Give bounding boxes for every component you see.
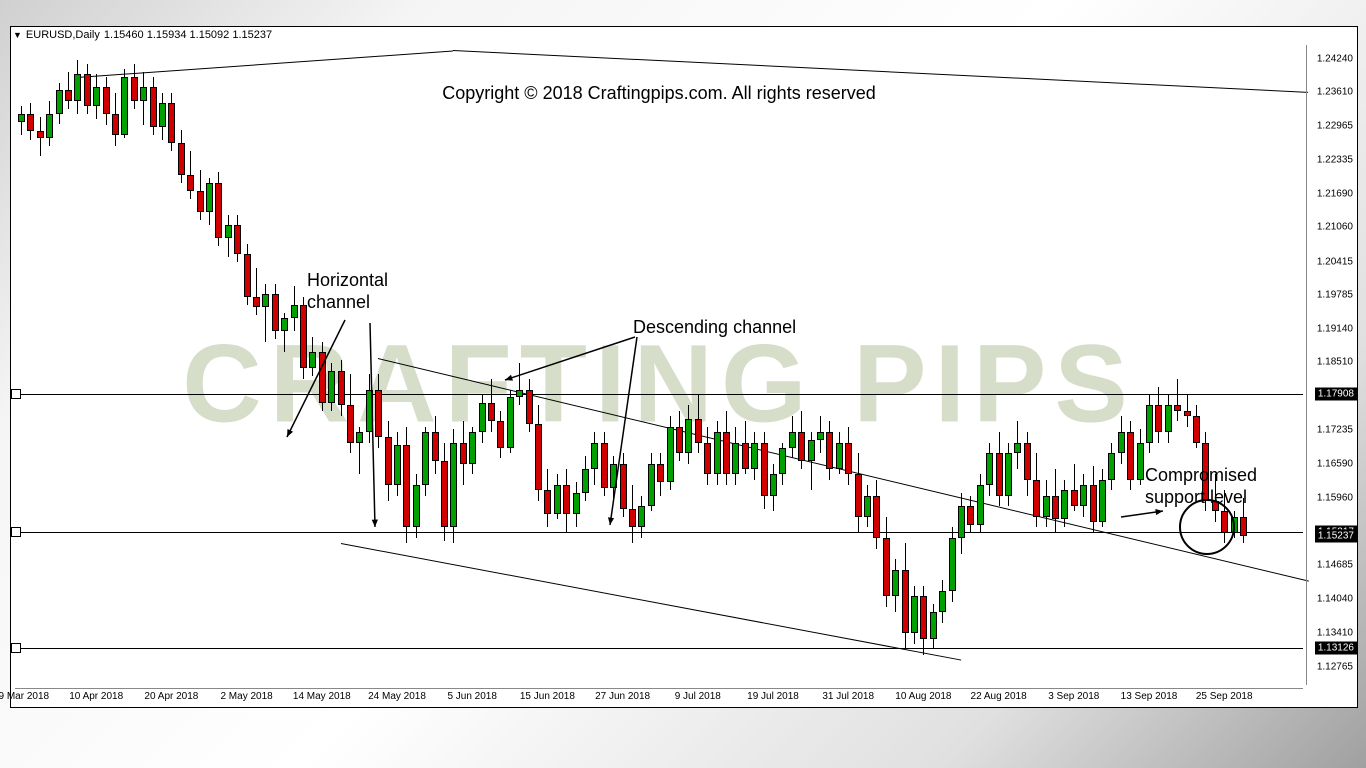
ohlc-label: 1.15460 1.15934 1.15092 1.15237: [104, 29, 272, 41]
y-axis: 1.24240 1.23610 1.22965 1.22335 1.21690 1.210…: [1306, 45, 1357, 685]
y-tick: 1.14685: [1317, 560, 1353, 571]
annotation-horizontal-channel: Horizontalchannel: [307, 270, 388, 313]
chart-header: ▼ EURUSD,Daily 1.15460 1.15934 1.15092 1…: [13, 29, 272, 41]
x-tick: 31 Jul 2018: [822, 691, 874, 702]
x-tick: 9 Jul 2018: [675, 691, 721, 702]
chart-window[interactable]: ▼ EURUSD,Daily 1.15460 1.15934 1.15092 1…: [10, 26, 1358, 708]
copyright-text: Copyright © 2018 Craftingpips.com. All r…: [442, 83, 875, 104]
x-tick: 10 Aug 2018: [895, 691, 951, 702]
price-label: 1.13126: [1315, 641, 1357, 654]
x-tick: 24 May 2018: [368, 691, 426, 702]
price-label: 1.17908: [1315, 388, 1357, 401]
y-tick: 1.19140: [1317, 324, 1353, 335]
y-tick: 1.24240: [1317, 53, 1353, 64]
y-tick: 1.22965: [1317, 121, 1353, 132]
x-tick: 2 May 2018: [220, 691, 272, 702]
y-tick: 1.20415: [1317, 256, 1353, 267]
x-tick: 5 Jun 2018: [447, 691, 497, 702]
hline-handle[interactable]: [11, 527, 21, 537]
y-tick: 1.13410: [1317, 627, 1353, 638]
y-tick: 1.12765: [1317, 662, 1353, 673]
x-tick: 10 Apr 2018: [69, 691, 123, 702]
annotation-descending-channel: Descending channel: [633, 317, 796, 339]
x-tick: 29 Mar 2018: [0, 691, 49, 702]
y-tick: 1.19785: [1317, 289, 1353, 300]
x-tick: 27 Jun 2018: [595, 691, 650, 702]
dropdown-icon[interactable]: ▼: [13, 30, 22, 40]
hline-handle[interactable]: [11, 389, 21, 399]
x-tick: 13 Sep 2018: [1121, 691, 1178, 702]
y-tick: 1.22335: [1317, 154, 1353, 165]
y-tick: 1.18510: [1317, 357, 1353, 368]
hline-handle[interactable]: [11, 643, 21, 653]
price-label: 1.15237: [1315, 529, 1357, 542]
x-tick: 25 Sep 2018: [1196, 691, 1253, 702]
trendline[interactable]: [341, 543, 962, 661]
symbol-label: EURUSD,Daily: [26, 29, 100, 41]
y-tick: 1.21690: [1317, 188, 1353, 199]
x-tick: 19 Jul 2018: [747, 691, 799, 702]
horizontal-line: [15, 394, 1303, 395]
arrow-overlay: [15, 45, 1303, 667]
y-tick: 1.15960: [1317, 492, 1353, 503]
x-tick: 14 May 2018: [293, 691, 351, 702]
x-axis: 29 Mar 201810 Apr 201820 Apr 20182 May 2…: [15, 688, 1303, 707]
y-tick: 1.21060: [1317, 222, 1353, 233]
x-tick: 15 Jun 2018: [520, 691, 575, 702]
y-tick: 1.16590: [1317, 459, 1353, 470]
x-tick: 3 Sep 2018: [1048, 691, 1099, 702]
y-tick: 1.17235: [1317, 425, 1353, 436]
x-tick: 20 Apr 2018: [144, 691, 198, 702]
y-tick: 1.14040: [1317, 594, 1353, 605]
x-tick: 22 Aug 2018: [971, 691, 1027, 702]
plot-area[interactable]: CRAFTING PIPS Copyright © 2018 Craftingp…: [15, 45, 1303, 685]
annotation-compromised: Compromisedsupport level: [1145, 465, 1257, 508]
y-tick: 1.23610: [1317, 87, 1353, 98]
horizontal-line: [15, 648, 1303, 649]
